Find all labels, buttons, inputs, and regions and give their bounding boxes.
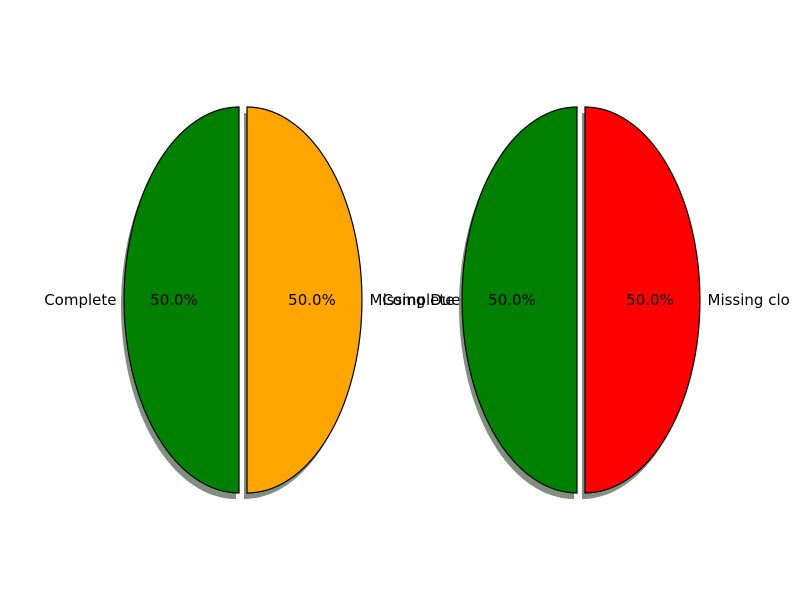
pie-slice	[246, 106, 363, 494]
slice-percent-label: 50.0%	[288, 291, 336, 309]
slice-label: Complete	[382, 291, 454, 309]
slice-percent-label: 50.0%	[626, 291, 674, 309]
slice-label: Complete	[44, 291, 116, 309]
pie-slice	[123, 106, 240, 494]
slice-label: Missing Due	[370, 291, 461, 309]
pie-chart-left: Complete 50.0% Missing Due 50.0%	[44, 106, 461, 499]
slice-percent-label: 50.0%	[488, 291, 536, 309]
slice-percent-label: 50.0%	[150, 291, 198, 309]
pie-slice	[461, 106, 578, 494]
pie-slice	[584, 106, 701, 494]
pie-chart-right: Complete 50.0% Missing clo 50.0%	[382, 106, 790, 499]
slice-label: Missing clo	[708, 291, 790, 309]
